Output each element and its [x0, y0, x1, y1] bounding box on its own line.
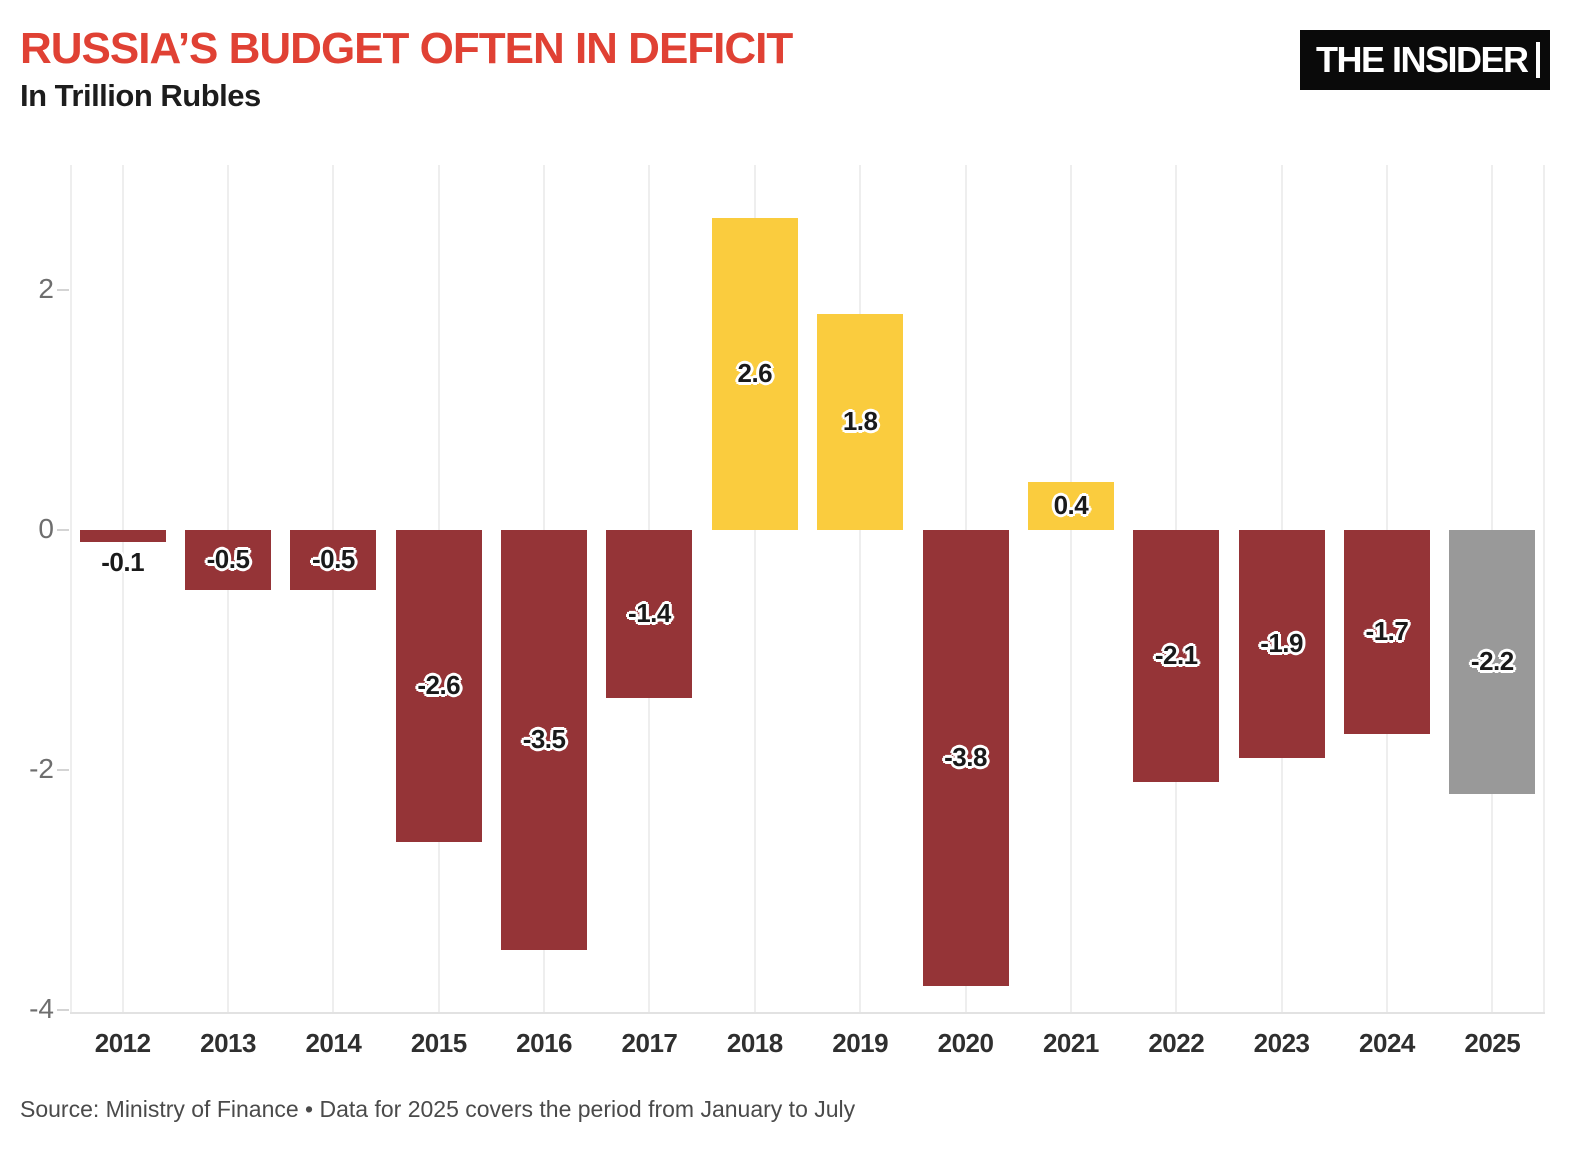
- x-tick-label-2021: 2021: [1042, 1028, 1099, 1058]
- x-tick-label-2013: 2013: [200, 1028, 256, 1058]
- bar-2014: [290, 530, 377, 590]
- x-tick-label-2016: 2016: [516, 1028, 573, 1058]
- bar-2015: [395, 530, 482, 842]
- logo-cursor-bar: [1536, 42, 1540, 78]
- x-tick-label-2017: 2017: [621, 1028, 678, 1058]
- y-tick-mark: [57, 1009, 69, 1011]
- x-tick-label-2015: 2015: [410, 1028, 467, 1058]
- chart-title: RUSSIA’S BUDGET OFTEN IN DEFICIT: [20, 24, 793, 73]
- value-label-2018: 2.6: [737, 358, 773, 388]
- bar-2012: [79, 530, 166, 542]
- y-tick-mark: [57, 769, 69, 771]
- y-tick-label: -2: [29, 753, 54, 784]
- source-note: Source: Ministry of Finance • Data for 2…: [20, 1096, 856, 1122]
- x-tick-label-2024: 2024: [1359, 1028, 1415, 1058]
- y-tick-label: 2: [38, 273, 54, 304]
- value-label-2024: -1.7: [1365, 616, 1409, 646]
- gridline: [70, 165, 72, 1012]
- y-tick-mark: [57, 289, 69, 291]
- value-label-2014: -0.5: [311, 544, 355, 574]
- gridline: [121, 165, 124, 1012]
- x-tick-label-2025: 2025: [1464, 1028, 1521, 1058]
- bar-2016: [501, 530, 588, 950]
- bar-2019: [817, 314, 904, 530]
- value-label-2022: -2.1: [1154, 640, 1198, 670]
- y-tick-label: 0: [38, 513, 54, 544]
- value-label-2025: -2.2: [1470, 646, 1514, 676]
- gridline: [1543, 165, 1545, 1012]
- chart-subtitle: In Trillion Rubles: [20, 78, 261, 113]
- bar-2023: [1238, 530, 1325, 758]
- gridline: [753, 165, 756, 1012]
- logo-text: THE INSIDER: [1316, 39, 1529, 80]
- gridline: [859, 165, 862, 1012]
- value-label-2017: -1.4: [628, 598, 671, 628]
- y-tick-label: -4: [29, 993, 54, 1024]
- x-tick-label-2020: 2020: [937, 1028, 994, 1058]
- bar-2024: [1343, 530, 1430, 734]
- value-label-2020: -3.8: [944, 742, 987, 772]
- bar-2018: [711, 218, 798, 530]
- bar-2020: [922, 530, 1009, 986]
- x-tick-label-2018: 2018: [726, 1028, 783, 1058]
- bar-2013: [185, 530, 272, 590]
- value-label-2012: -0.1: [101, 547, 145, 577]
- value-label-2013: -0.5: [206, 544, 250, 574]
- value-label-2015: -2.6: [417, 670, 461, 700]
- bar-2017: [606, 530, 693, 698]
- x-tick-label-2014: 2014: [305, 1028, 362, 1058]
- value-label-2016: -3.5: [522, 724, 566, 754]
- x-tick-label-2019: 2019: [832, 1028, 889, 1058]
- x-tick-label-2023: 2023: [1253, 1028, 1310, 1058]
- value-label-2023: -1.9: [1260, 628, 1303, 658]
- value-label-2019: 1.8: [842, 406, 878, 436]
- bar-2021: [1027, 482, 1114, 530]
- x-tick-label-2012: 2012: [94, 1028, 151, 1058]
- gridline: [1069, 165, 1072, 1012]
- bar-2022: [1133, 530, 1220, 782]
- x-tick-label-2022: 2022: [1148, 1028, 1205, 1058]
- the-insider-logo: THE INSIDER: [1300, 30, 1550, 90]
- value-label-2021: 0.4: [1053, 490, 1089, 520]
- bar-2025: [1449, 530, 1536, 794]
- y-tick-mark: [57, 529, 69, 531]
